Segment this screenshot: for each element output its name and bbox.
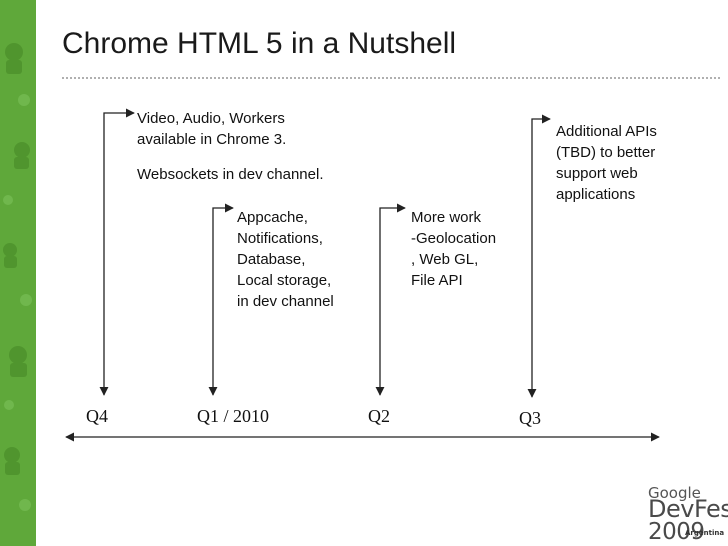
logo-devfest-text: DevFest xyxy=(648,495,728,523)
quarter-label-q1: Q1 / 2010 xyxy=(197,406,269,426)
devfest-logo: Google DevFest 2009 Argentina xyxy=(648,484,728,545)
note-q3-line-2: (TBD) to better xyxy=(556,144,656,161)
note-q1-line-1: Appcache, xyxy=(237,209,308,226)
note-q4-line-2: available in Chrome 3. xyxy=(137,131,287,148)
logo-google-text: Google xyxy=(648,484,701,502)
note-q2-line-3: , Web GL, xyxy=(411,251,479,268)
note-q4: Video, Audio, Workers available in Chrom… xyxy=(137,108,286,150)
logo-year-text: 2009 xyxy=(648,519,705,545)
note-q4-extra: Websockets in dev channel. xyxy=(137,166,324,183)
note-q3-line-3: support web xyxy=(556,165,638,182)
logo-country-text: Argentina xyxy=(685,529,725,537)
note-q2: More work -Geolocation , Web GL, File AP… xyxy=(411,207,496,291)
note-q1-line-3: Database, xyxy=(237,251,306,268)
q4-connector-arrow xyxy=(99,108,135,396)
note-q1-line-4: Local storage, xyxy=(237,272,332,289)
note-q3: Additional APIs (TBD) to better support … xyxy=(556,121,657,205)
q3-connector-arrow xyxy=(527,114,551,398)
note-q4-line-1: Video, Audio, Workers xyxy=(137,110,285,127)
note-q2-line-2: -Geolocation xyxy=(411,230,497,247)
note-q3-line-1: Additional APIs xyxy=(556,123,657,140)
slide-title: Chrome HTML 5 in a Nutshell xyxy=(62,27,457,60)
note-q1: Appcache, Notifications, Database, Local… xyxy=(237,207,334,312)
note-q2-line-1: More work xyxy=(411,209,482,226)
quarter-label-q3: Q3 xyxy=(519,408,541,428)
note-q3-line-4: applications xyxy=(556,186,636,203)
q2-connector-arrow xyxy=(375,203,406,396)
title-divider xyxy=(62,77,720,79)
quarter-label-q4: Q4 xyxy=(86,406,108,426)
note-q1-line-5: in dev channel xyxy=(237,293,334,310)
quarter-label-q2: Q2 xyxy=(368,406,390,426)
android-icon xyxy=(3,43,32,511)
note-q2-line-4: File API xyxy=(411,272,463,289)
q1-connector-arrow xyxy=(208,203,234,396)
note-q1-line-2: Notifications, xyxy=(237,230,323,247)
android-decor-strip xyxy=(0,0,36,546)
